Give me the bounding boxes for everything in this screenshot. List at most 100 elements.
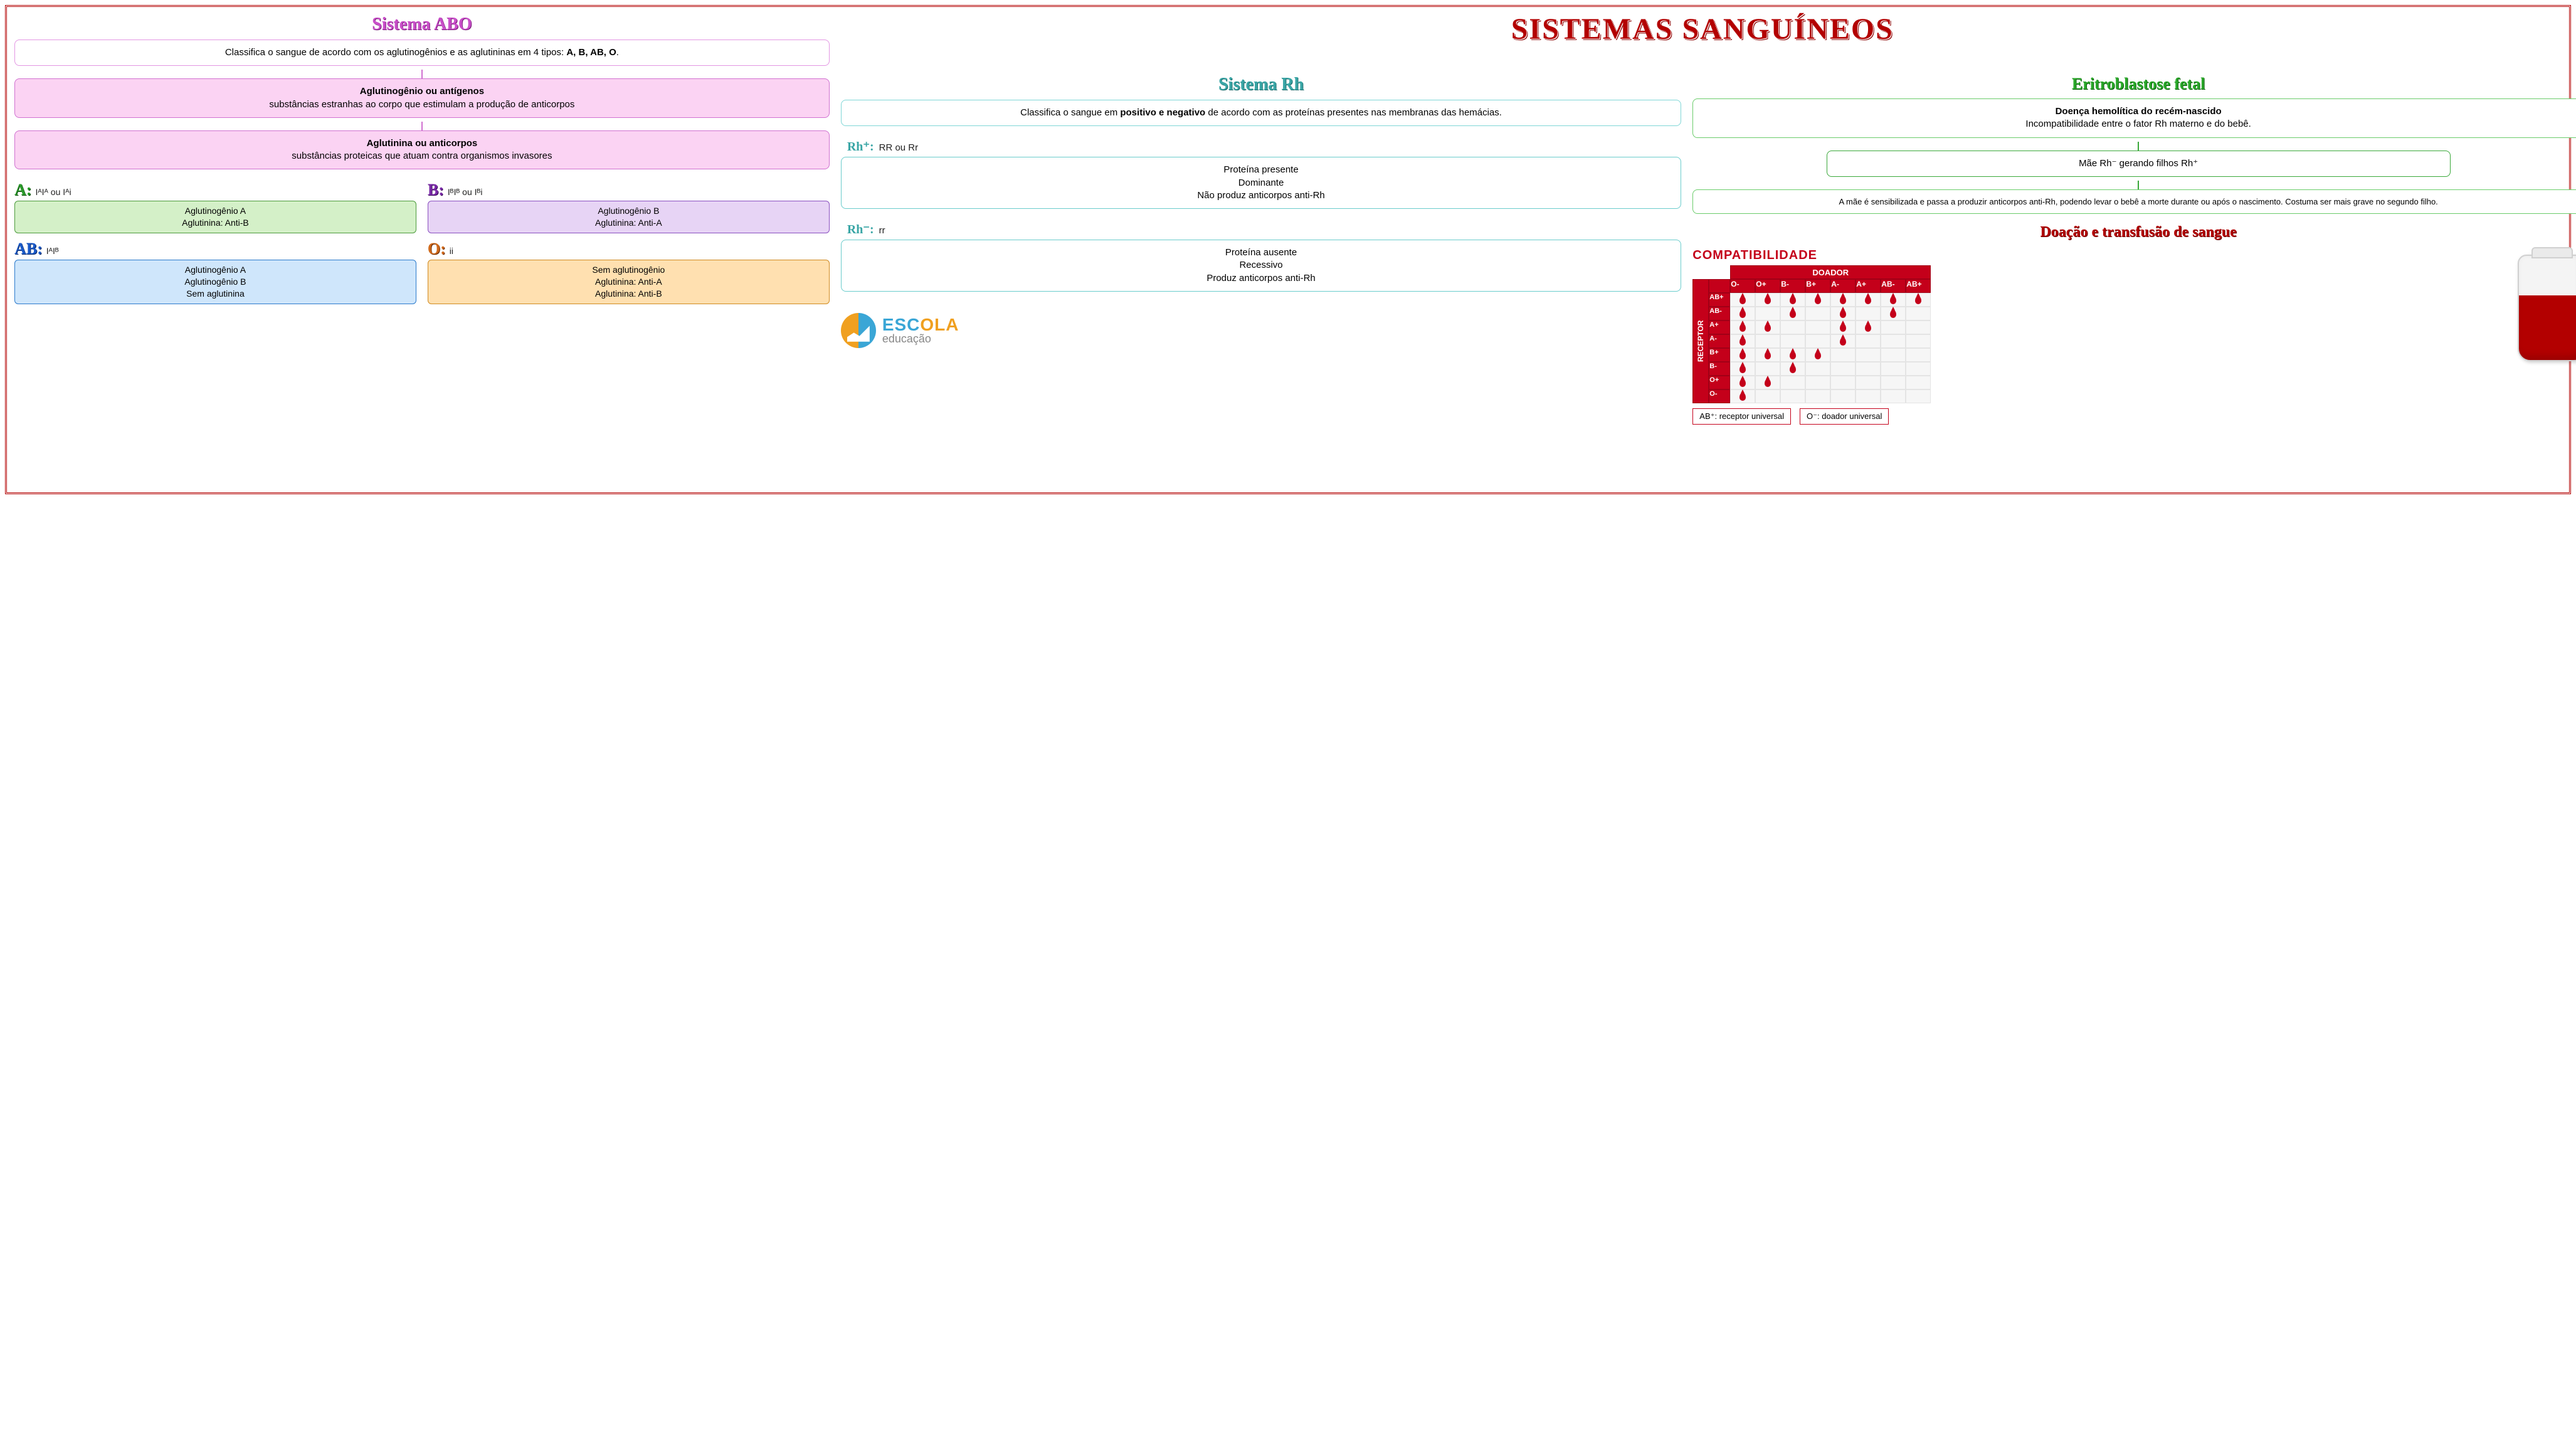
compat-cell: [1805, 334, 1830, 348]
receptor-header: O+: [1709, 376, 1730, 389]
rh-pos-label: Rh⁺: RR ou Rr: [847, 139, 1681, 154]
compat-cell: [1730, 293, 1755, 307]
donor-header: O-: [1730, 279, 1755, 293]
compat-cell: [1780, 293, 1805, 307]
abo-intro-box: Classifica o sangue de acordo com os agl…: [14, 40, 830, 66]
compat-cell: [1780, 320, 1805, 334]
compat-cell: [1780, 348, 1805, 362]
rh-title: Sistema Rh: [841, 75, 1681, 95]
abo-title: Sistema ABO: [14, 14, 830, 34]
compat-cell: [1830, 307, 1855, 320]
geno-b-l1: Aglutinogênio B: [435, 205, 823, 217]
receptor-header: B-: [1709, 362, 1730, 376]
compat-cell: [1855, 376, 1881, 389]
rh-intro-pre: Classifica o sangue em: [1020, 107, 1120, 118]
receptor-header: B+: [1709, 348, 1730, 362]
compat-cell: [1906, 307, 1931, 320]
blood-drop-icon: [1739, 393, 1746, 401]
blood-drop-icon: [1765, 351, 1771, 359]
blood-drop-icon: [1790, 365, 1796, 373]
compat-cell: [1906, 320, 1931, 334]
compat-cell: [1805, 320, 1830, 334]
compat-cell: [1730, 334, 1755, 348]
compat-cell: [1805, 389, 1830, 403]
compat-cell: [1755, 348, 1780, 362]
rh-pos-l1: Proteína presente: [850, 164, 1672, 176]
compat-cell: [1755, 376, 1780, 389]
compat-cell: [1830, 389, 1855, 403]
col-abo: Sistema ABO Classifica o sangue de acord…: [14, 14, 830, 425]
abo-box1-title: Aglutinogênio ou antígenos: [24, 85, 820, 98]
compat-cell: [1855, 348, 1881, 362]
compat-cell: [1881, 320, 1906, 334]
layout-grid: Sistema ABO Classifica o sangue de acord…: [14, 14, 2562, 425]
blood-drop-icon: [1739, 337, 1746, 346]
geno-b-l2: Aglutinina: Anti-A: [435, 217, 823, 229]
geno-a-letter: A:: [14, 181, 31, 199]
donor-header: O+: [1755, 279, 1780, 293]
blood-bag-body: [2518, 255, 2576, 361]
rh-neg-l1: Proteína ausente: [850, 246, 1672, 259]
receptor-header: A-: [1709, 334, 1730, 348]
ef-box2: Mãe Rh⁻ gerando filhos Rh⁺: [1827, 151, 2451, 177]
blood-drop-icon: [1915, 296, 1921, 304]
blood-drop-icon: [1865, 324, 1871, 332]
compat-cell: [1755, 362, 1780, 376]
geno-o: O:ii Sem aglutinogênio Aglutinina: Anti-…: [428, 240, 830, 304]
geno-a-l2: Aglutinina: Anti-B: [21, 217, 409, 229]
geno-o-l2: Aglutinina: Anti-A: [435, 276, 823, 288]
compat-cell: [1780, 362, 1805, 376]
donation-title: Doação e transfusão de sangue: [1692, 224, 2576, 241]
universal-receptor: AB⁺: receptor universal: [1692, 408, 1791, 425]
geno-ab-l1: Aglutinogênio A: [21, 264, 409, 276]
compat-wrap: COMPATIBILIDADE DOADORRECEPTORO-O+B-B+A-…: [1692, 248, 2576, 425]
abo-genotype-grid: A:IᴬIᴬ ou Iᴬi Aglutinogênio A Aglutinina…: [14, 181, 830, 304]
compat-cell: [1881, 348, 1906, 362]
compat-cell: [1830, 320, 1855, 334]
compat-cell: [1906, 293, 1931, 307]
compat-cell: [1805, 348, 1830, 362]
blood-drop-icon: [1765, 379, 1771, 387]
rh-pos-gen: RR ou Rr: [879, 142, 919, 153]
abo-box1-text: substâncias estranhas ao corpo que estim…: [24, 98, 820, 111]
compat-cell: [1881, 389, 1906, 403]
compat-cell: [1881, 334, 1906, 348]
infographic-frame: Sistema ABO Classifica o sangue de acord…: [5, 5, 2571, 494]
compat-cell: [1855, 320, 1881, 334]
compat-cell: [1730, 307, 1755, 320]
receptor-label: RECEPTOR: [1692, 279, 1709, 403]
universal-donor: O⁻: doador universal: [1800, 408, 1889, 425]
rh-neg-gen: rr: [879, 225, 885, 236]
ef-title: Eritroblastose fetal: [1692, 75, 2576, 93]
geno-o-letter: O:: [428, 240, 446, 258]
compat-cell: [1830, 376, 1855, 389]
rh-pos-box: Proteína presente Dominante Não produz a…: [841, 157, 1681, 209]
rh-neg-tag: Rh⁻:: [847, 221, 874, 237]
receptor-header: A+: [1709, 320, 1730, 334]
connector: [421, 70, 423, 78]
donor-label: DOADOR: [1730, 265, 1931, 279]
compat-cell: [1755, 320, 1780, 334]
donor-header: A-: [1830, 279, 1855, 293]
logo-icon: [841, 313, 876, 348]
compat-cell: [1755, 293, 1780, 307]
geno-b: B:IᴮIᴮ ou Iᴮi Aglutinogênio B Aglutinina…: [428, 181, 830, 233]
blood-drop-icon: [1840, 310, 1846, 318]
connector: [2138, 181, 2139, 189]
blood-drop-icon: [1815, 296, 1821, 304]
rh-neg-l3: Produz anticorpos anti-Rh: [850, 272, 1672, 285]
compat-cell: [1830, 362, 1855, 376]
rh-pos-tag: Rh⁺:: [847, 139, 874, 154]
geno-o-l1: Sem aglutinogênio: [435, 264, 823, 276]
blood-drop-icon: [1739, 310, 1746, 318]
geno-o-l3: Aglutinina: Anti-B: [435, 288, 823, 300]
compat-cell: [1780, 389, 1805, 403]
compat-cell: [1830, 348, 1855, 362]
logo-text: ESCOLA educação: [882, 315, 959, 346]
blood-bag-top: [2531, 247, 2573, 258]
geno-a: A:IᴬIᴬ ou Iᴬi Aglutinogênio A Aglutinina…: [14, 181, 416, 233]
compat-cell: [1780, 334, 1805, 348]
blood-drop-icon: [1790, 296, 1796, 304]
ef-box3: A mãe é sensibilizada e passa a produzir…: [1692, 189, 2576, 214]
geno-ab-notation: IᴬIᴮ: [46, 246, 59, 256]
